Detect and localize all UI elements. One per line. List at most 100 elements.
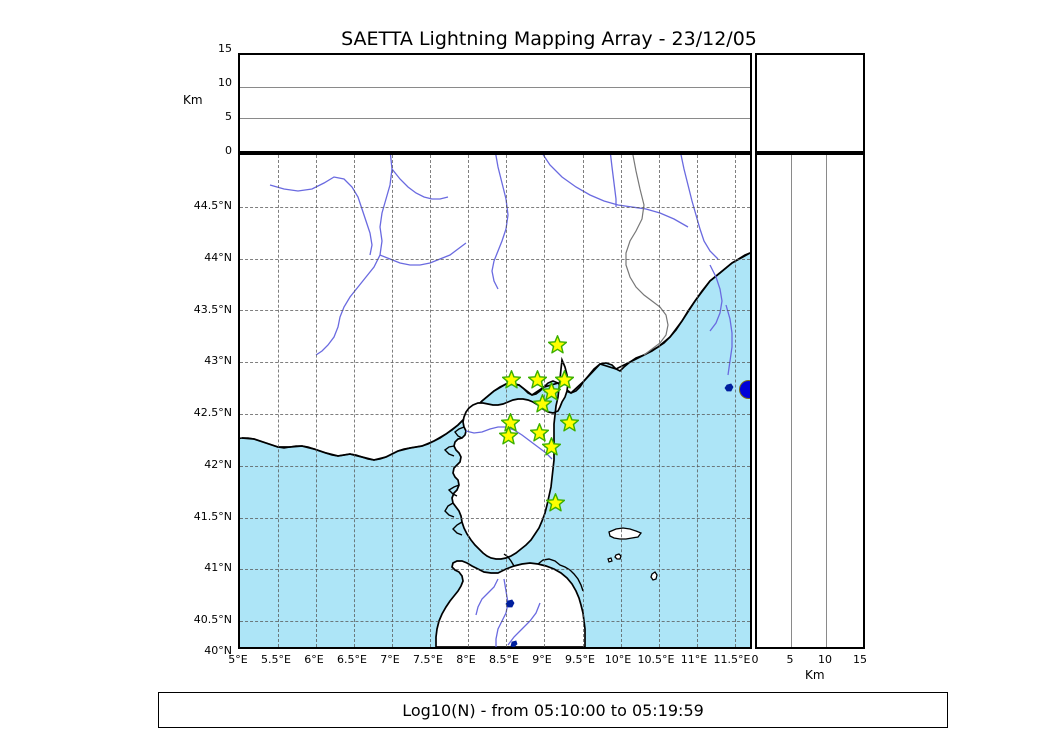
gridline-height-5 (240, 118, 750, 120)
lat-tick-44.5: 44.5°N (193, 199, 232, 212)
island-giglio (650, 571, 658, 581)
gridline-lon-7.5 (430, 155, 432, 647)
gridline-lat-42 (240, 465, 750, 467)
gridline-lon-11 (696, 155, 698, 647)
river-sardinia-flumendosa (507, 602, 541, 646)
gridline-lon-9.5 (582, 155, 584, 647)
lake-bolsena (724, 383, 734, 392)
gridline-lon-8 (468, 155, 470, 647)
gridline-height-10 (240, 86, 750, 88)
lat-tick-42: 42°N (204, 458, 232, 471)
lon-tick-11.5: 11.5°E (713, 653, 751, 666)
lon-tick-10: 10°E (604, 653, 632, 666)
station-star-icon[interactable] (527, 370, 548, 389)
lat-tick-42.5: 42.5°N (193, 406, 232, 419)
gridline-km-10 (825, 155, 827, 647)
station-star-icon[interactable] (559, 413, 580, 432)
source-marker-dot[interactable] (739, 379, 750, 399)
height-tick-15: 15 (218, 42, 232, 55)
lon-tick-6.5: 6.5°E (337, 653, 367, 666)
river-sardinia-tirso (495, 578, 509, 647)
river-var (491, 155, 509, 290)
gridline-lat-40.5 (240, 621, 750, 623)
lat-tick-41.5: 41.5°N (193, 510, 232, 523)
lake-sardinia-south (510, 640, 518, 647)
km-tick-15: 15 (853, 653, 867, 666)
river-western-france (269, 176, 373, 256)
lon-tick-9: 9°E (532, 653, 552, 666)
lon-tick-8: 8°E (456, 653, 476, 666)
caption-text: Log10(N) - from 05:10:00 to 05:19:59 (402, 700, 704, 720)
station-star-icon[interactable] (501, 370, 521, 389)
gridline-lon-10.5 (658, 155, 660, 647)
river-rhone (315, 155, 393, 356)
station-star-icon[interactable] (532, 394, 552, 413)
gridline-lat-43 (240, 362, 750, 364)
rivers-layer (269, 155, 733, 647)
stations-layer (240, 155, 750, 647)
gridline-lon-6.5 (354, 155, 356, 647)
station-star-icon[interactable] (541, 382, 561, 401)
island-pianosa (607, 557, 613, 563)
sardinia-north-coast-detail (503, 553, 584, 592)
river-adige (680, 155, 719, 260)
island-elba (608, 527, 643, 540)
gridline-lon-5.5 (278, 155, 280, 647)
map-panel[interactable] (238, 153, 752, 649)
river-po (542, 155, 689, 228)
lat-tick-40.5: 40.5°N (193, 613, 232, 626)
station-star-icon[interactable] (546, 493, 566, 512)
river-ticino (609, 155, 617, 207)
river-saone (391, 168, 449, 200)
lat-tick-44: 44°N (204, 251, 232, 264)
gridline-lon-11.5 (734, 155, 736, 647)
km-tick-0: 0 (751, 653, 759, 666)
lon-tick-10.5: 10.5°E (637, 653, 675, 666)
gridline-lon-8.5 (506, 155, 508, 647)
station-star-icon[interactable] (500, 413, 520, 432)
height-tick-5: 5 (225, 110, 232, 123)
lon-tick-9.5: 9.5°E (565, 653, 595, 666)
lon-tick-7: 7°E (380, 653, 400, 666)
lon-tick-8.5: 8.5°E (489, 653, 519, 666)
gridline-lat-42.5 (240, 414, 750, 415)
gridline-lat-41 (240, 569, 750, 571)
page-title-text: SAETTA Lightning Mapping Array - 23/12/0… (341, 28, 757, 50)
station-star-icon[interactable] (529, 422, 549, 442)
gridline-lon-6 (316, 155, 318, 647)
lat-tick-41: 41°N (204, 561, 232, 574)
lat-tick-43: 43°N (204, 354, 232, 367)
height-vs-latitude-panel[interactable] (755, 153, 865, 649)
height-axis-label-bottom: Km (805, 668, 825, 682)
markers-layer (240, 155, 750, 647)
river-durance (379, 242, 467, 266)
station-star-icon[interactable] (498, 426, 518, 445)
lon-tick-7.5: 7.5°E (413, 653, 443, 666)
station-star-icon[interactable] (541, 437, 561, 456)
gridline-lon-7 (392, 155, 394, 647)
lat-tick-43.5: 43.5°N (193, 303, 232, 316)
gridline-lat-43.5 (240, 310, 750, 312)
lat-tick-40: 40°N (204, 644, 232, 657)
gridline-lon-10 (620, 155, 622, 647)
lakes-layer (505, 383, 734, 647)
height-vs-longitude-panel[interactable] (238, 53, 752, 153)
caption-box: Log10(N) - from 05:10:00 to 05:19:59 (158, 692, 948, 728)
gridline-lat-44 (240, 258, 750, 260)
lon-tick-6: 6°E (304, 653, 324, 666)
river-sardinia-coghinas (475, 578, 499, 616)
corsica-west-coast-detail (443, 426, 465, 536)
height-axis-label-left: Km (183, 93, 203, 107)
river-arno (709, 264, 723, 332)
station-star-icon[interactable] (547, 335, 568, 354)
km-tick-10: 10 (818, 653, 832, 666)
km-tick-5: 5 (786, 653, 794, 666)
lon-tick-5.5: 5.5°E (261, 653, 291, 666)
height-corner-panel[interactable] (755, 53, 865, 153)
height-tick-10: 10 (218, 76, 232, 89)
lon-tick-5: 5°E (228, 653, 248, 666)
lake-omodeo (505, 599, 515, 608)
gridline-km-5 (790, 155, 792, 647)
station-star-icon[interactable] (554, 370, 574, 389)
island-montecristo (614, 553, 622, 560)
